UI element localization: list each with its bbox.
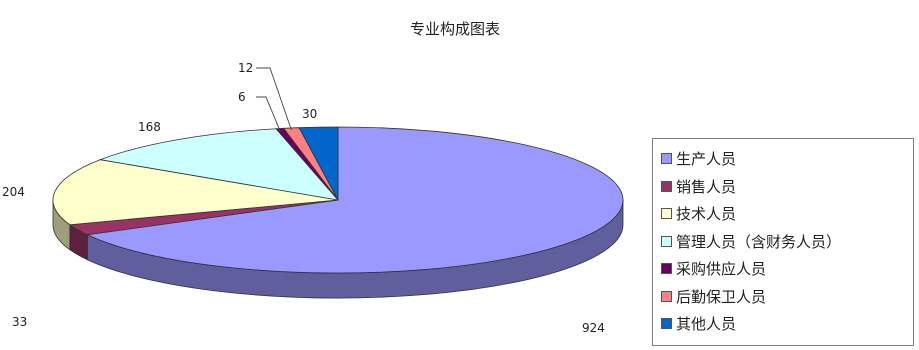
data-label-sales: 33 [12, 315, 27, 329]
legend-item-technical: 技术人员 [661, 200, 913, 228]
chart-legend: 生产人员销售人员技术人员管理人员（含财务人员） 采购供应人员 后勤保卫人员 其他人员 [652, 138, 914, 346]
legend-label-sales: 销售人员 [676, 177, 737, 196]
legend-swatch-logistics [661, 290, 672, 302]
pie-slice-other [298, 126, 339, 201]
chart-title: 专业构成图表 [410, 20, 500, 38]
legend-label-procurement: 采购供应人员 [676, 260, 767, 279]
pie-slice-technical [52, 159, 339, 226]
legend-swatch-technical [661, 208, 672, 220]
legend-label-logistics: 后勤保卫人员 [676, 287, 767, 306]
legend-swatch-other [661, 318, 672, 330]
leader-line-logistics [256, 67, 292, 131]
legend-label-production: 生产人员 [676, 150, 737, 169]
legend-label-other: 其他人员 [676, 315, 737, 334]
leader-line-procurement [256, 96, 281, 131]
data-label-technical: 204 [2, 185, 25, 199]
pie-slice-management [98, 128, 340, 201]
legend-item-other: 其他人员 [661, 310, 913, 338]
data-label-other: 30 [302, 107, 317, 121]
legend-swatch-management [661, 235, 672, 247]
data-label-procurement: 6 [238, 90, 246, 104]
pie-slice-production [85, 126, 624, 274]
legend-label-technical: 技术人员 [676, 205, 737, 224]
legend-swatch-procurement [661, 263, 672, 275]
legend-swatch-production [661, 153, 672, 165]
legend-item-management: 管理人员（含财务人员） [661, 228, 913, 256]
data-label-logistics: 12 [238, 61, 253, 75]
legend-label-management: 管理人员（含财务人员） [676, 232, 842, 251]
legend-item-production: 生产人员 [661, 145, 913, 173]
legend-item-sales: 销售人员 [661, 173, 913, 201]
data-label-production: 924 [582, 321, 605, 335]
legend-item-logistics: 后勤保卫人员 [661, 283, 913, 311]
data-label-management: 168 [138, 120, 161, 134]
legend-item-procurement: 采购供应人员 [661, 255, 913, 283]
legend-swatch-sales [661, 180, 672, 192]
